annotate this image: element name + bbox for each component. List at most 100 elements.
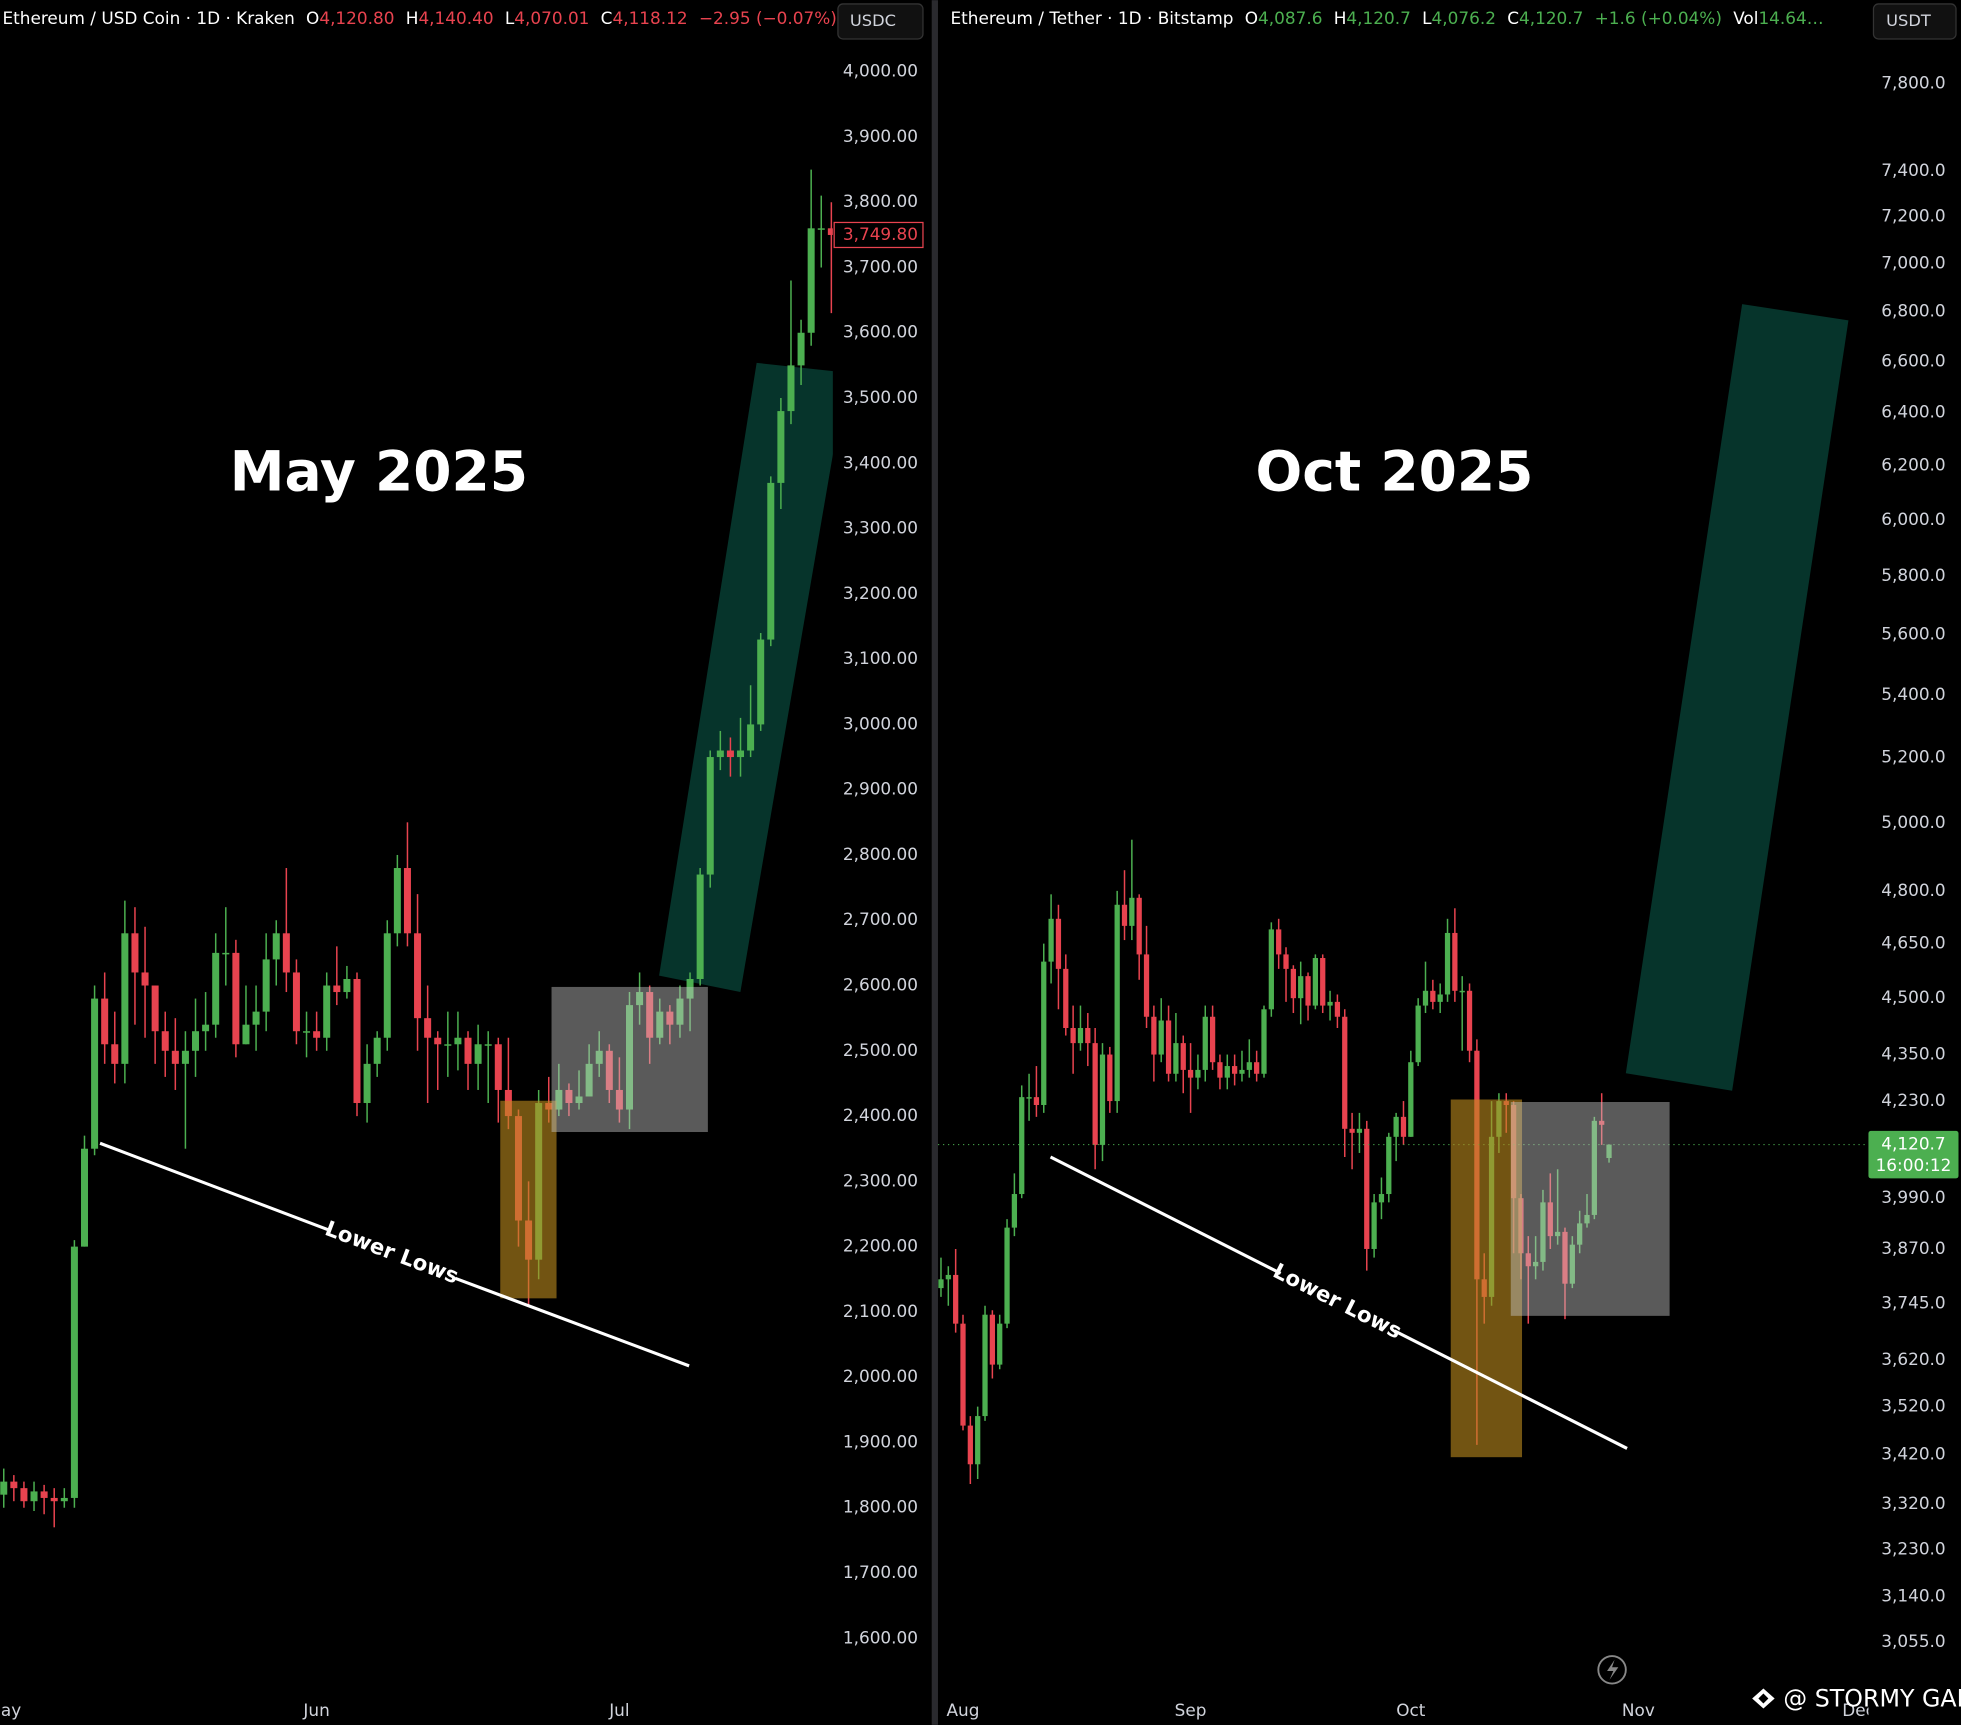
time-axis: May Jun Jul Aug Sep Oct Nov Dec: [0, 1700, 1875, 1720]
candle-body: [40, 1491, 48, 1498]
candle-body: [1019, 1097, 1025, 1195]
replay-icon[interactable]: [1597, 1655, 1627, 1685]
candle-body: [1004, 1227, 1010, 1324]
candle-body: [474, 1044, 482, 1064]
price-axis-right: [1868, 0, 1961, 1725]
ohlc-value: 4,120.7: [1346, 8, 1410, 28]
price-axis-left: [832, 0, 932, 1725]
candle-body: [605, 1050, 613, 1090]
price-label-box: [833, 221, 924, 249]
x-tick-label: Jun: [302, 1700, 329, 1720]
candle-body: [101, 998, 109, 1045]
y-tick-label: 6,200.0: [1881, 454, 1945, 474]
candle-body: [444, 1044, 452, 1046]
ohlc-key: O: [306, 8, 319, 28]
candle-body: [121, 933, 129, 1064]
currency-button[interactable]: [1872, 3, 1957, 40]
candle-body: [1327, 1001, 1333, 1006]
candle-body: [989, 1314, 995, 1365]
y-tick-label: 4,800.0: [1881, 880, 1945, 900]
candle-body: [1195, 1069, 1201, 1078]
y-tick-label: 2,900.00: [843, 779, 918, 799]
candle-body: [938, 1279, 944, 1289]
candle-body: [131, 933, 139, 973]
shakeout-box: [1450, 1099, 1523, 1458]
candle-body: [0, 1481, 8, 1495]
candle-body: [1041, 961, 1047, 1105]
drawings-right: [1625, 304, 1849, 1091]
legend-text: Ethereum / USD Coin · 1D · Kraken O4,120.…: [3, 8, 854, 28]
y-tick-label: 3,400.00: [843, 452, 918, 472]
candle-body: [807, 228, 815, 333]
trend-line: [454, 1276, 690, 1368]
y-tick-label: 3,055.0: [1881, 1631, 1945, 1651]
candle-body: [1459, 990, 1465, 993]
candle-body: [1364, 1128, 1370, 1249]
currency[interactable]: USDT: [1886, 11, 1931, 30]
candle-body: [20, 1488, 28, 1502]
y-tick-label: 4,230.0: [1881, 1090, 1945, 1110]
y-tick-label: 7,400.0: [1881, 160, 1945, 180]
candle-body: [10, 1481, 18, 1489]
candle-body: [1562, 1231, 1568, 1284]
y-tick-label: 3,000.00: [843, 713, 918, 733]
candle-body: [1209, 1016, 1216, 1063]
candle-body: [1121, 904, 1128, 926]
candle-body: [575, 1096, 583, 1104]
y-tick-label: 3,320.0: [1881, 1493, 1945, 1513]
candle-body: [625, 1005, 633, 1110]
y-tick-label: 3,100.00: [843, 648, 918, 668]
range-box: [1510, 1101, 1670, 1316]
candle-body: [1320, 958, 1326, 1006]
candle-body: [797, 332, 805, 366]
candle-body: [1393, 1116, 1399, 1137]
change: +1.6 (+0.04%): [1595, 8, 1722, 28]
candle-body: [1540, 1202, 1546, 1262]
candle-body: [1437, 994, 1443, 1002]
currency-button[interactable]: [837, 3, 924, 40]
candle-body: [716, 750, 724, 758]
legend-bg: [939, 0, 1865, 38]
candle-body: [1092, 1043, 1098, 1145]
candle-body: [363, 1063, 371, 1104]
candle-body: [91, 998, 99, 1149]
candle-body: [1063, 968, 1069, 1029]
candle-body: [1151, 1016, 1157, 1055]
candle-body: [997, 1323, 1003, 1365]
candle-body: [1606, 1144, 1612, 1159]
candle-body: [1452, 932, 1458, 991]
ohlc-value: 4,120.7: [1519, 8, 1583, 28]
target-channel: [1625, 304, 1849, 1091]
candle-body: [1584, 1214, 1590, 1224]
ohlc-key: H: [406, 8, 419, 28]
y-tick-label: 4,000.00: [843, 61, 918, 81]
candle-body: [434, 1037, 442, 1045]
y-tick-label: 3,520.0: [1881, 1396, 1945, 1416]
chart-title: Oct 2025: [1255, 440, 1533, 504]
candle-body: [323, 985, 331, 1038]
candle-body: [252, 1011, 260, 1025]
y-tick-label: 2,100.00: [843, 1301, 918, 1321]
y-tick-label: 3,420.0: [1881, 1444, 1945, 1464]
candle-body: [1349, 1128, 1355, 1133]
candle-body: [1099, 1054, 1106, 1145]
candle-body: [615, 1089, 623, 1110]
y-tick-label: 2,300.00: [843, 1170, 918, 1190]
y-tick-label: 2,700.00: [843, 909, 918, 929]
ohlc-key: C: [1507, 8, 1519, 28]
currency[interactable]: USDC: [850, 11, 896, 30]
candle-body: [1254, 1062, 1260, 1074]
countdown: 16:00:12: [1876, 1155, 1952, 1175]
ohlc-key: H: [1334, 8, 1347, 28]
candle-body: [70, 1246, 78, 1498]
candle-body: [1011, 1194, 1018, 1228]
y-tick-label: 7,800.0: [1881, 73, 1945, 93]
y-tick-label: 3,990.0: [1881, 1187, 1945, 1207]
candle-body: [1158, 1020, 1164, 1055]
y-tick-label: 3,745.0: [1881, 1293, 1945, 1313]
trend-line: [1393, 1329, 1628, 1450]
candle-body: [181, 1050, 189, 1064]
candle-body: [646, 992, 654, 1038]
y-tick-label: 3,140.0: [1881, 1586, 1945, 1606]
